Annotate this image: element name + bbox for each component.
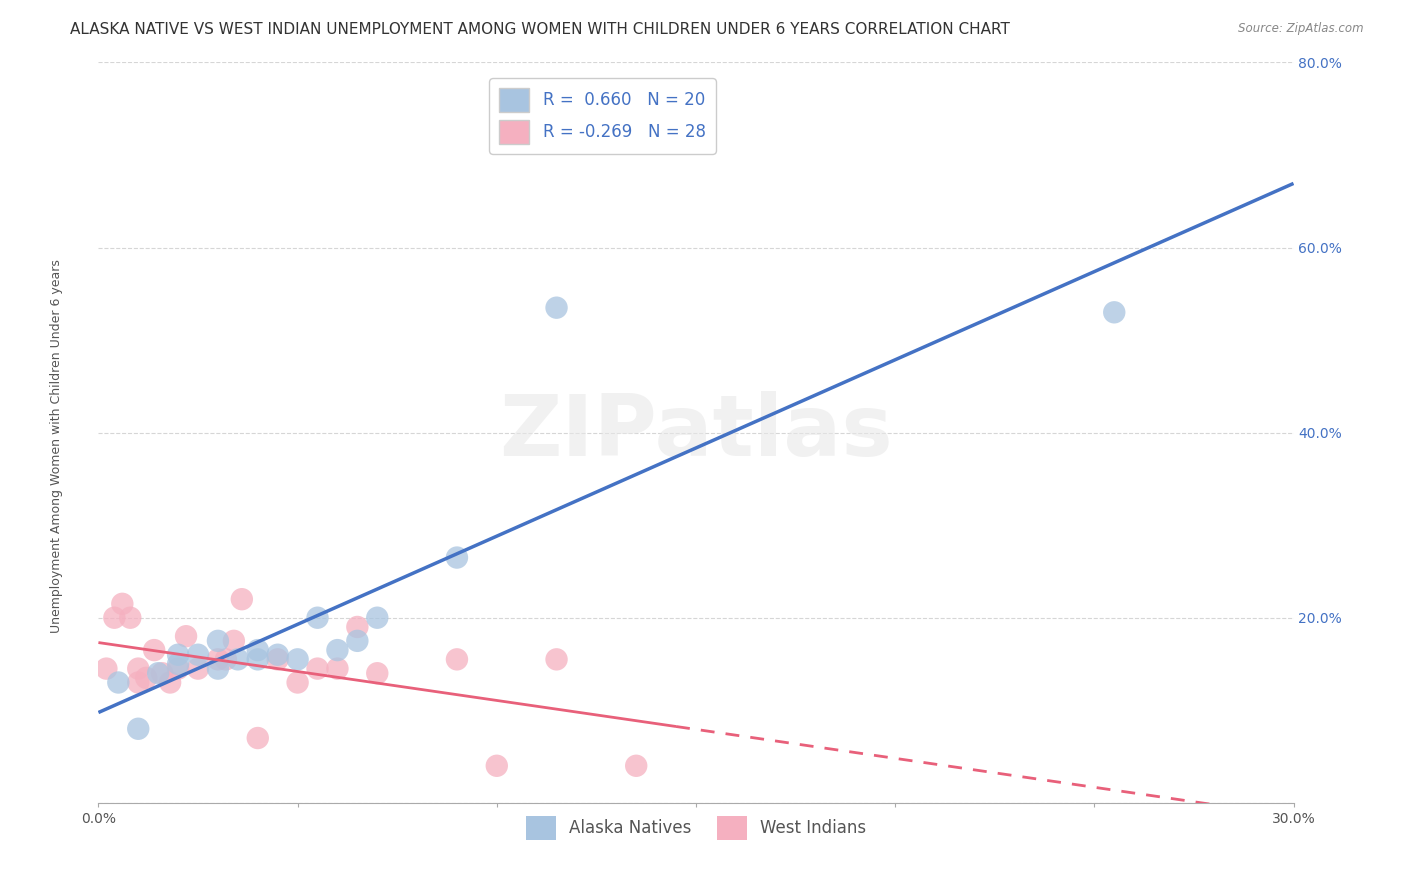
- Point: [207, 652, 229, 666]
- Point: [1104, 305, 1126, 319]
- Point: [626, 758, 648, 772]
- Point: [307, 610, 329, 624]
- Point: [366, 666, 388, 681]
- Text: ALASKA NATIVE VS WEST INDIAN UNEMPLOYMENT AMONG WOMEN WITH CHILDREN UNDER 6 YEAR: ALASKA NATIVE VS WEST INDIAN UNEMPLOYMEN…: [70, 22, 1010, 37]
- Point: [111, 597, 134, 611]
- Text: Source: ZipAtlas.com: Source: ZipAtlas.com: [1239, 22, 1364, 36]
- Point: [127, 675, 149, 690]
- Point: [135, 671, 157, 685]
- Point: [246, 643, 269, 657]
- Text: Unemployment Among Women with Children Under 6 years: Unemployment Among Women with Children U…: [49, 259, 63, 633]
- Point: [222, 633, 245, 648]
- Point: [127, 662, 149, 676]
- Point: [96, 662, 118, 676]
- Point: [226, 652, 249, 666]
- Point: [187, 648, 209, 662]
- Point: [159, 675, 181, 690]
- Point: [207, 662, 229, 676]
- Point: [207, 633, 229, 648]
- Point: [174, 629, 197, 643]
- Point: [546, 652, 568, 666]
- Point: [446, 550, 468, 565]
- Point: [231, 592, 253, 607]
- Point: [287, 675, 309, 690]
- Point: [546, 301, 568, 315]
- Point: [346, 620, 368, 634]
- Point: [167, 662, 190, 676]
- Text: ZIPatlas: ZIPatlas: [499, 391, 893, 475]
- Legend: Alaska Natives, West Indians: Alaska Natives, West Indians: [519, 809, 873, 847]
- Point: [127, 722, 149, 736]
- Point: [107, 675, 129, 690]
- Point: [246, 652, 269, 666]
- Point: [307, 662, 329, 676]
- Point: [167, 648, 190, 662]
- Point: [446, 652, 468, 666]
- Point: [215, 652, 238, 666]
- Point: [167, 657, 190, 671]
- Point: [148, 666, 170, 681]
- Point: [120, 610, 142, 624]
- Point: [366, 610, 388, 624]
- Point: [326, 643, 349, 657]
- Point: [326, 662, 349, 676]
- Point: [187, 662, 209, 676]
- Point: [143, 643, 166, 657]
- Point: [346, 633, 368, 648]
- Point: [103, 610, 125, 624]
- Point: [246, 731, 269, 745]
- Point: [267, 652, 290, 666]
- Point: [485, 758, 508, 772]
- Point: [150, 666, 173, 681]
- Point: [287, 652, 309, 666]
- Point: [267, 648, 290, 662]
